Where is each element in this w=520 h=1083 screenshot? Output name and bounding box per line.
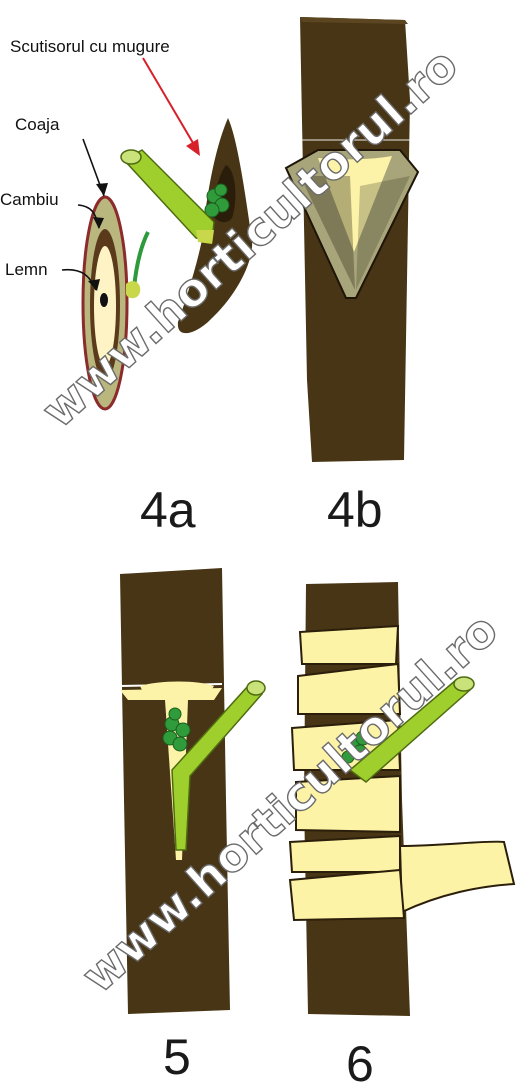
label-cambiu: Cambiu (0, 190, 59, 209)
small-bud-sprout (126, 231, 150, 299)
wrapped-bud-green (341, 730, 371, 764)
figure-label-4b: 4b (327, 482, 383, 538)
label-lemn: Lemn (5, 260, 48, 279)
inserted-bud-green (162, 707, 191, 752)
shield-bud (120, 118, 253, 334)
shield-bud-green (204, 183, 230, 218)
petiole-stub (120, 149, 215, 244)
figure-label-5: 5 (163, 1029, 191, 1083)
inserted-bud-petiole (171, 680, 266, 851)
label-scutisor: Scutisorul cu mugure (10, 37, 170, 56)
inserted-bud-stem (119, 568, 266, 1014)
tying-tape (288, 624, 516, 922)
rootstock-t-cut (284, 17, 420, 462)
label-pointers (61, 138, 108, 291)
figure-label-6: 6 (346, 1036, 374, 1083)
wrapped-bud-petiole (348, 676, 475, 783)
figure-label-4a: 4a (140, 482, 196, 538)
wrapped-graft-stem (288, 582, 516, 1016)
label-coaja: Coaja (15, 115, 60, 134)
cross-section-disc (81, 195, 129, 411)
red-arrow (142, 57, 200, 156)
